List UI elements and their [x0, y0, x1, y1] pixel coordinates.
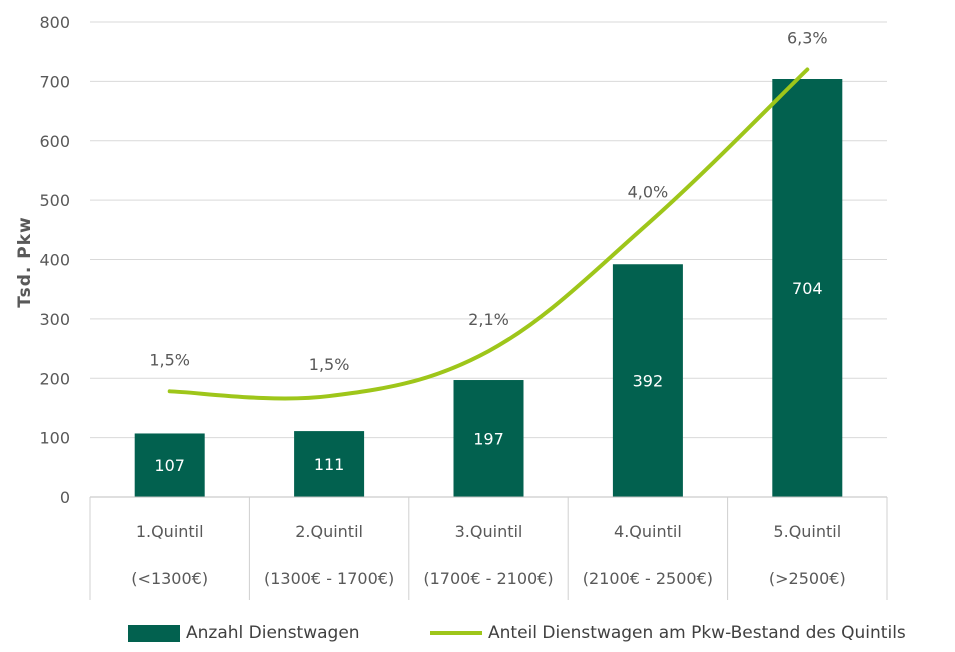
- grid-lines: [90, 21, 887, 439]
- legend-swatch-bar: [128, 624, 180, 642]
- x-axis-category-labels: 1.Quintil (<1300€) 2.Quintil (1300€ - 1700€…: [131, 522, 845, 588]
- line-value-label: 6,3%: [787, 29, 828, 48]
- bar: [453, 380, 524, 497]
- legend-label-bars: Anzahl Dienstwagen: [186, 623, 360, 643]
- y-tick-label: 500: [39, 191, 70, 210]
- line-value-labels: 1,5% 1,5% 2,1% 4,0% 6,3%: [149, 29, 827, 375]
- x-tick-sublabel: (2100€ - 2500€): [583, 569, 713, 588]
- x-tick-sublabel: (>2500€): [769, 569, 846, 588]
- bar-value-label: 392: [633, 372, 664, 391]
- x-tick-label: 5.Quintil: [773, 522, 841, 541]
- bar-value-labels: 107 111 197 392 704: [154, 279, 822, 475]
- line-series: [167, 67, 810, 401]
- legend-item-line: Anteil Dienstwagen am Pkw-Bestand des Qu…: [430, 618, 906, 648]
- legend-label-line: Anteil Dienstwagen am Pkw-Bestand des Qu…: [488, 623, 906, 643]
- x-tick-label: 3.Quintil: [455, 522, 523, 541]
- y-tick-label: 300: [39, 310, 70, 329]
- line-value-label: 4,0%: [628, 183, 669, 202]
- x-axis: [89, 496, 888, 600]
- x-tick-label: 4.Quintil: [614, 522, 682, 541]
- x-tick-sublabel: (1300€ - 1700€): [264, 569, 394, 588]
- y-tick-label: 700: [39, 72, 70, 91]
- legend: Anzahl Dienstwagen Anteil Dienstwagen am…: [0, 618, 955, 648]
- x-tick-label: 2.Quintil: [295, 522, 363, 541]
- bar-value-label: 107: [154, 456, 185, 475]
- line-value-label: 2,1%: [468, 310, 509, 329]
- bar-value-label: 111: [314, 455, 345, 474]
- chart-canvas: 0 100 200 300 400 500 600 700 800 Tsd. Pkw 107 11…: [15, 13, 888, 600]
- x-tick-label: 1.Quintil: [136, 522, 204, 541]
- y-tick-label: 800: [39, 13, 70, 32]
- legend-item-bars: Anzahl Dienstwagen: [128, 618, 360, 648]
- line-value-label: 1,5%: [309, 355, 350, 374]
- y-tick-label: 0: [60, 488, 70, 507]
- y-tick-label: 400: [39, 251, 70, 270]
- line-path: [167, 67, 810, 401]
- y-tick-label: 200: [39, 369, 70, 388]
- y-tick-label: 100: [39, 429, 70, 448]
- y-tick-label: 600: [39, 132, 70, 151]
- x-tick-sublabel: (<1300€): [131, 569, 208, 588]
- legend-swatch-line: [430, 631, 482, 635]
- bar-value-label: 197: [473, 430, 504, 449]
- y-axis-tick-labels: 0 100 200 300 400 500 600 700 800: [39, 13, 70, 507]
- y-axis-label: Tsd. Pkw: [15, 216, 35, 307]
- line-value-label: 1,5%: [149, 350, 190, 369]
- bar-value-label: 704: [792, 279, 823, 298]
- bar: [294, 431, 365, 497]
- bar-series: [134, 79, 843, 497]
- bar: [134, 433, 205, 497]
- bar: [772, 79, 843, 497]
- bar: [612, 264, 683, 497]
- x-tick-sublabel: (1700€ - 2100€): [423, 569, 553, 588]
